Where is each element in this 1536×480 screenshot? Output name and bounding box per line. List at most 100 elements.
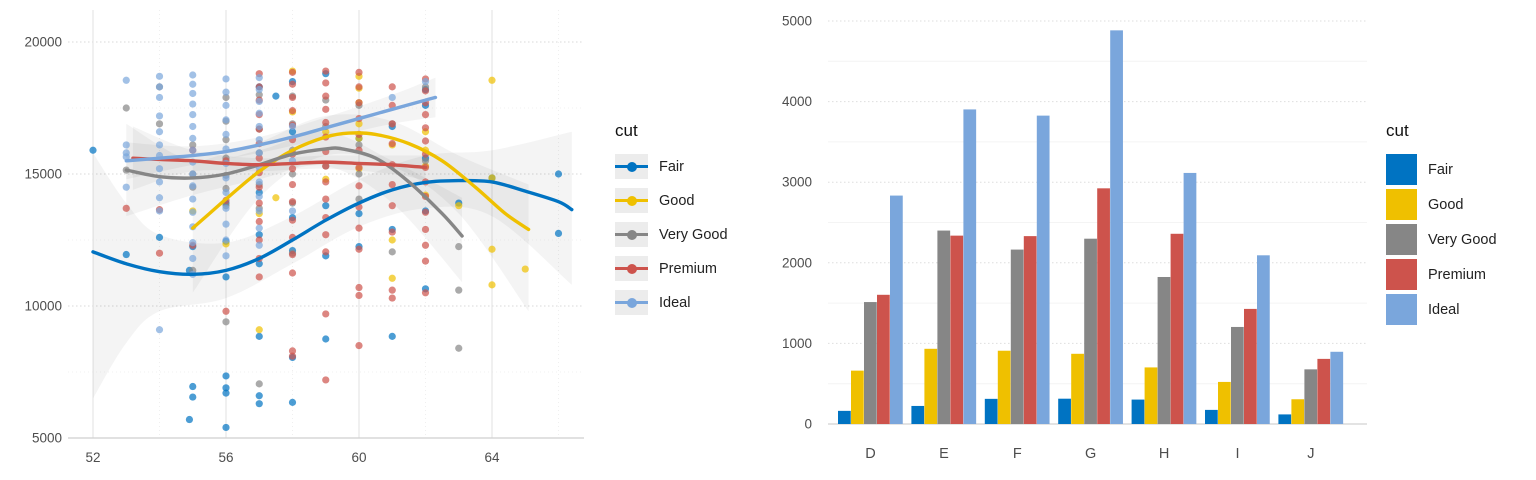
bar-J-ideal: [1330, 351, 1344, 424]
legend-label-fair: Fair: [659, 158, 684, 175]
legend-label-fair: Fair: [1428, 161, 1453, 178]
legend-key-fair-fill-swatch: [1386, 154, 1417, 185]
bar-group-J: [1278, 351, 1344, 424]
bar-F-fair: [984, 398, 998, 424]
bar-y-tick-2000: 2000: [782, 255, 812, 270]
bar-J-good: [1291, 399, 1305, 424]
bar-F-good: [997, 350, 1011, 424]
bar-I-very-good: [1231, 326, 1244, 424]
bar-F-ideal: [1036, 115, 1050, 425]
legend-label-good: Good: [659, 192, 695, 209]
scatter-legend-items: Fair Good Very Good Premium Ideal: [615, 154, 728, 324]
bar-x-tick-H: H: [1159, 446, 1169, 462]
bar-I-good: [1218, 381, 1231, 424]
legend-item-fair: Fair: [1386, 154, 1497, 185]
bar-group-E: [911, 109, 977, 424]
bar-x-tick-G: G: [1085, 446, 1096, 462]
legend-item-very-good: Very Good: [1386, 224, 1497, 255]
bar-groups: [838, 30, 1344, 425]
bar-G-very-good: [1084, 238, 1097, 424]
smooth-line-very-good: [124, 146, 464, 238]
scatter-y-tick-20000: 20000: [24, 35, 62, 50]
scatter-y-tick-10000: 10000: [24, 299, 62, 314]
bar-D-very-good: [864, 302, 877, 424]
bar-H-fair: [1131, 399, 1145, 424]
scatter-y-tick-5000: 5000: [32, 431, 62, 446]
legend-label-ideal: Ideal: [659, 294, 691, 311]
bar-x-tick-D: D: [865, 446, 875, 462]
legend-key-premium-line-swatch: [615, 256, 648, 281]
smooth-line-premium: [131, 156, 428, 170]
ribbon-fair: [93, 131, 572, 399]
legend-key-very-good-line-swatch: [615, 222, 648, 247]
bar-J-fair: [1278, 414, 1292, 424]
bar-E-premium: [950, 235, 964, 424]
legend-key-ideal-line-swatch: [615, 290, 648, 315]
legend-item-premium: Premium: [615, 256, 728, 281]
bar-y-tick-4000: 4000: [782, 94, 812, 109]
bar-I-ideal: [1257, 255, 1270, 424]
bar-legend: cut Fair Good Very Good Premium Ideal: [1386, 121, 1497, 329]
scatter-chart: 5000 10000 15000 20000 52 56 60 64: [24, 10, 584, 466]
bar-D-premium: [877, 294, 890, 424]
bar-D-ideal: [890, 195, 903, 424]
bar-y-tick-0: 0: [804, 417, 812, 432]
legend-key-fair-line-swatch: [615, 154, 648, 179]
bar-y-tick-1000: 1000: [782, 336, 812, 351]
bar-axis-labels: 0 1000 2000 3000 4000 5000 D E F G H I J: [782, 14, 1315, 463]
legend-item-fair: Fair: [615, 154, 728, 179]
bar-G-ideal: [1110, 30, 1123, 424]
legend-label-ideal: Ideal: [1428, 301, 1460, 318]
bar-group-D: [838, 195, 903, 424]
scatter-axis-labels: 5000 10000 15000 20000 52 56 60 64: [24, 35, 500, 466]
legend-item-good: Good: [615, 188, 728, 213]
legend-label-premium: Premium: [1428, 266, 1487, 283]
bar-group-I: [1205, 255, 1270, 424]
bar-legend-items: Fair Good Very Good Premium Ideal: [1386, 154, 1497, 329]
bar-G-premium: [1097, 188, 1110, 424]
bar-H-premium: [1170, 233, 1184, 424]
scatter-legend-title: cut: [615, 121, 638, 140]
legend-label-very-good: Very Good: [659, 226, 728, 243]
bar-F-very-good: [1010, 249, 1024, 424]
legend-label-good: Good: [1428, 196, 1464, 213]
legend-key-very-good-fill-swatch: [1386, 224, 1417, 255]
bar-group-G: [1058, 30, 1123, 424]
bar-E-fair: [911, 405, 925, 424]
bar-x-tick-I: I: [1235, 446, 1239, 462]
scatter-panel: [89, 67, 574, 432]
scatter-x-tick-64: 64: [484, 450, 500, 465]
legend-key-premium-fill-swatch: [1386, 259, 1417, 290]
bar-E-ideal: [963, 109, 977, 424]
bar-D-good: [851, 370, 864, 424]
scatter-x-tick-56: 56: [218, 450, 233, 465]
bar-E-good: [924, 348, 938, 424]
bar-G-good: [1071, 353, 1084, 424]
legend-label-premium: Premium: [659, 260, 718, 277]
smooth-line-fair: [91, 178, 574, 277]
scatter-x-tick-52: 52: [85, 450, 100, 465]
bar-I-fair: [1205, 409, 1218, 424]
bar-y-tick-5000: 5000: [782, 14, 812, 29]
bar-G-fair: [1058, 398, 1071, 424]
legend-item-very-good: Very Good: [615, 222, 728, 247]
bar-J-very-good: [1304, 369, 1318, 424]
smooth-line-ideal: [124, 95, 438, 163]
bar-H-very-good: [1157, 276, 1171, 424]
bar-x-tick-F: F: [1013, 446, 1022, 462]
legend-item-ideal: Ideal: [1386, 294, 1497, 325]
bar-I-premium: [1244, 308, 1257, 424]
legend-item-good: Good: [1386, 189, 1497, 220]
bar-J-premium: [1317, 358, 1331, 424]
legend-item-premium: Premium: [1386, 259, 1497, 290]
legend-key-good-line-swatch: [615, 188, 648, 213]
legend-key-ideal-fill-swatch: [1386, 294, 1417, 325]
bar-group-H: [1131, 172, 1197, 424]
legend-item-ideal: Ideal: [615, 290, 728, 315]
bar-x-tick-E: E: [939, 446, 949, 462]
bar-x-tick-J: J: [1307, 446, 1314, 462]
bar-y-tick-3000: 3000: [782, 175, 812, 190]
bar-H-good: [1144, 367, 1158, 424]
bar-legend-title: cut: [1386, 121, 1409, 140]
